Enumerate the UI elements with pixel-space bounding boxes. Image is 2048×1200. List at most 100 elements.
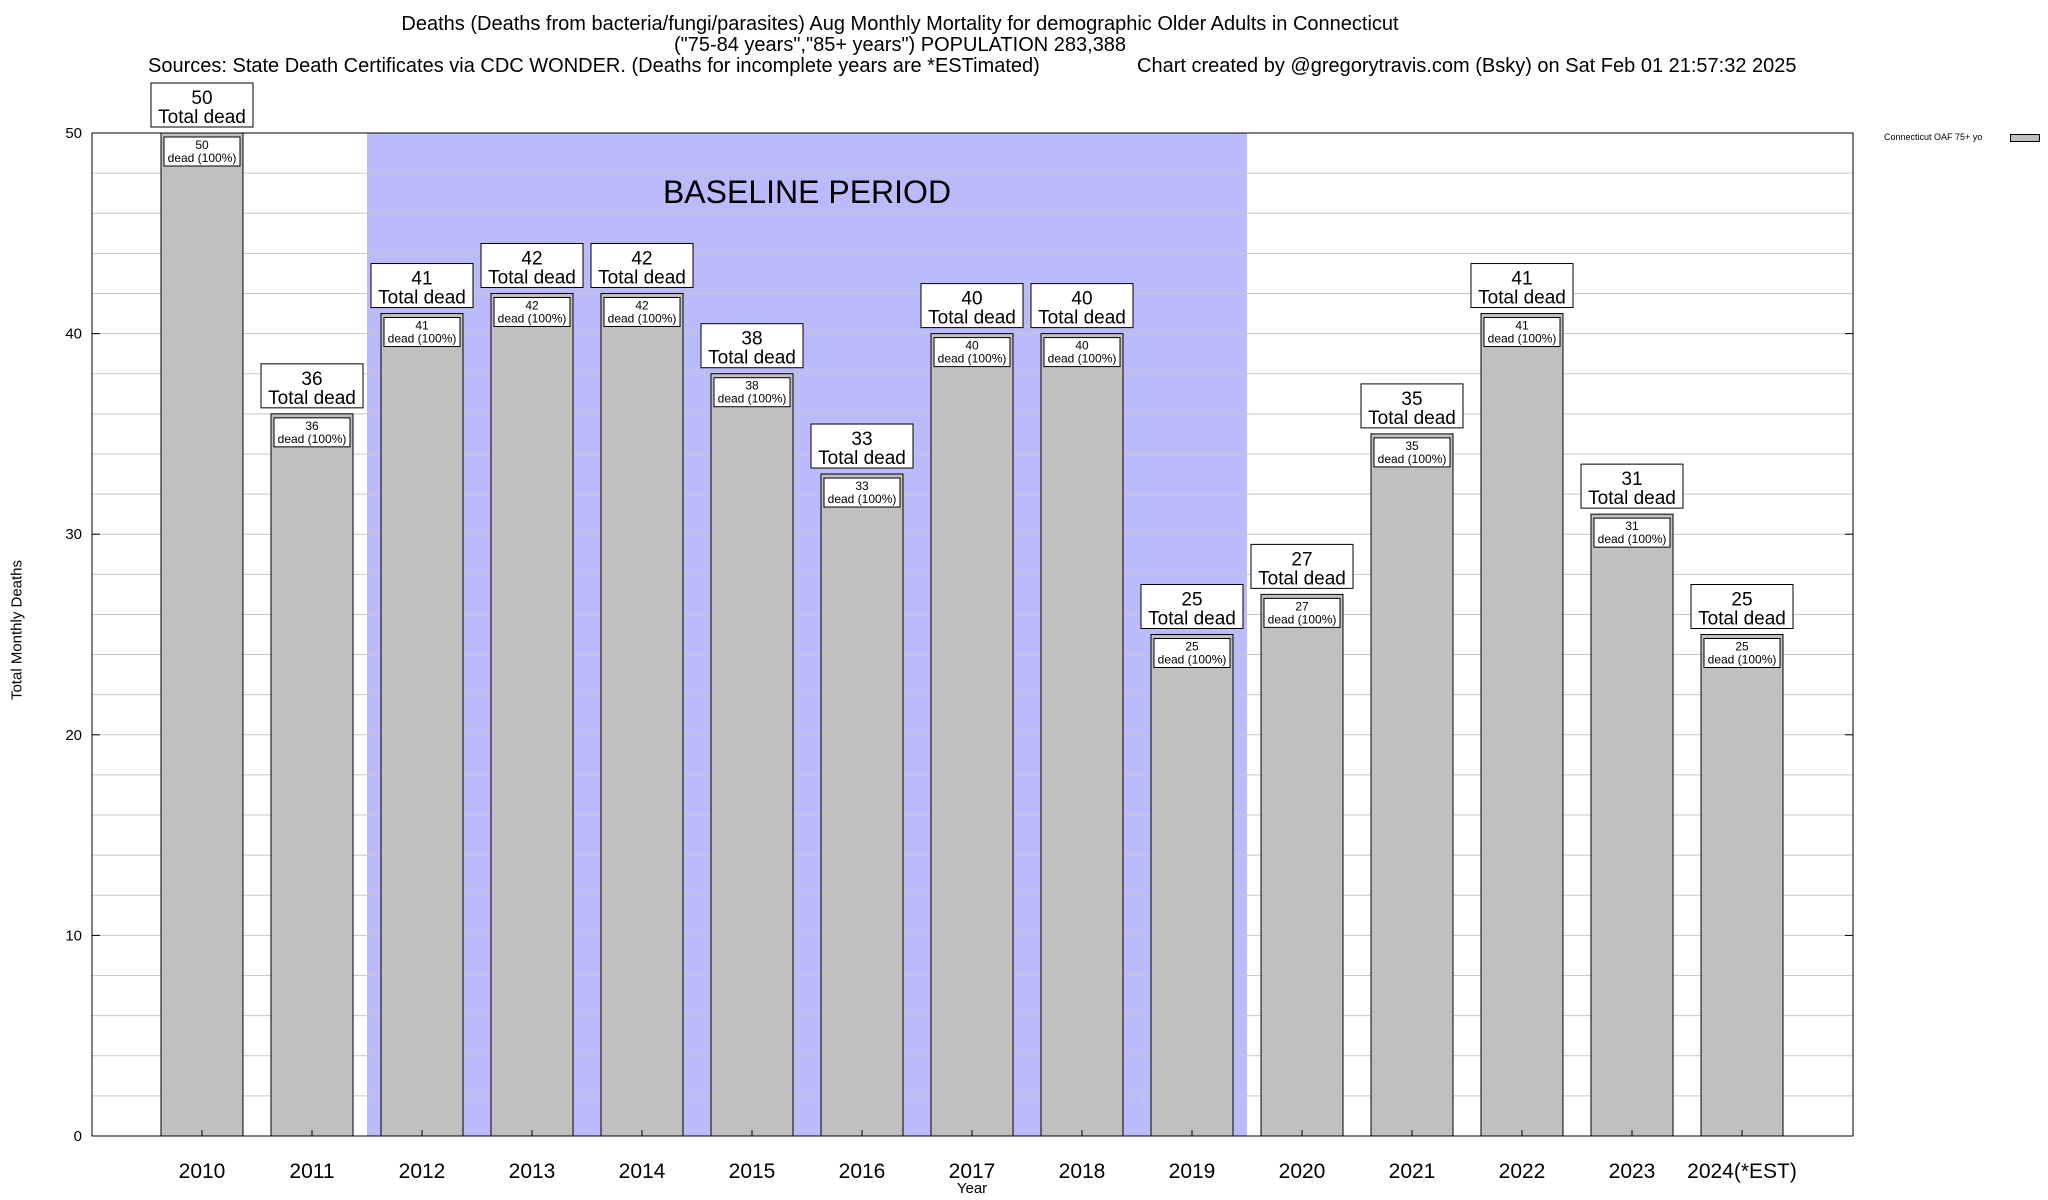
inner-label-value: 42 xyxy=(525,298,539,312)
inner-label-box xyxy=(1153,638,1231,668)
x-tick-label: 2011 xyxy=(289,1160,334,1183)
total-label-box xyxy=(1030,283,1134,329)
bar xyxy=(1480,313,1564,1137)
total-label-text: Total dead xyxy=(378,288,466,309)
y-tick-label: 10 xyxy=(65,927,82,944)
total-label-text: Total dead xyxy=(1478,288,1566,309)
bar xyxy=(160,132,244,1137)
chart-subtitle: ("75-84 years","85+ years") POPULATION 2… xyxy=(673,34,1127,56)
inner-label-text: dead (100%) xyxy=(828,492,897,506)
inner-label-text: dead (100%) xyxy=(1378,452,1447,466)
inner-label-box xyxy=(1483,317,1561,348)
baseline-label: BASELINE PERIOD xyxy=(663,174,951,210)
total-label-value: 42 xyxy=(521,248,542,269)
total-label-value: 50 xyxy=(191,88,212,109)
x-tick-label: 2018 xyxy=(1059,1160,1106,1183)
inner-label-value: 38 xyxy=(745,379,759,393)
total-label-value: 25 xyxy=(1181,590,1202,611)
y-tick-label: 30 xyxy=(65,526,82,543)
inner-label-value: 41 xyxy=(415,319,429,333)
inner-label-text: dead (100%) xyxy=(1708,653,1777,667)
inner-label-value: 42 xyxy=(635,298,649,312)
x-tick-label: 2012 xyxy=(399,1160,446,1183)
inner-label-box xyxy=(1263,597,1341,628)
total-label-value: 25 xyxy=(1731,590,1752,611)
inner-label-box xyxy=(823,477,901,508)
bar xyxy=(490,292,574,1137)
x-tick-label: 2021 xyxy=(1389,1160,1436,1183)
total-label-text: Total dead xyxy=(1038,308,1126,329)
y-tick-label: 40 xyxy=(65,326,82,343)
x-tick-label: 2013 xyxy=(509,1160,556,1183)
x-tick-label: 2015 xyxy=(729,1160,776,1183)
total-label-box xyxy=(1360,383,1464,429)
bar xyxy=(380,313,464,1137)
total-label-text: Total dead xyxy=(268,388,356,409)
chart-sources: Sources: State Death Certificates via CD… xyxy=(148,55,1040,77)
total-label-box xyxy=(1250,543,1354,589)
inner-label-text: dead (100%) xyxy=(1048,352,1117,366)
inner-label-box xyxy=(1043,337,1121,368)
total-label-text: Total dead xyxy=(818,448,906,469)
total-label-value: 36 xyxy=(301,369,322,390)
inner-label-box xyxy=(1703,638,1781,668)
inner-label-value: 25 xyxy=(1185,640,1199,654)
total-label-text: Total dead xyxy=(928,308,1016,329)
inner-label-text: dead (100%) xyxy=(1268,612,1337,626)
total-label-value: 40 xyxy=(961,289,982,310)
total-label-text: Total dead xyxy=(1258,568,1346,589)
plot-frame xyxy=(91,132,1854,1137)
inner-label-value: 40 xyxy=(1075,339,1089,353)
bar xyxy=(270,413,354,1137)
inner-label-value: 27 xyxy=(1295,599,1309,613)
inner-label-box xyxy=(163,136,241,167)
inner-label-text: dead (100%) xyxy=(278,432,347,446)
inner-label-text: dead (100%) xyxy=(718,392,787,406)
x-tick-label: 2020 xyxy=(1279,1160,1326,1183)
total-label-value: 41 xyxy=(1511,269,1532,290)
total-label-box xyxy=(700,323,804,369)
y-axis-label: Total Monthly Deaths xyxy=(8,559,26,701)
inner-label-value: 31 xyxy=(1625,519,1639,533)
total-label-text: Total dead xyxy=(488,267,576,288)
inner-label-value: 41 xyxy=(1515,319,1529,333)
bar xyxy=(820,473,904,1137)
inner-label-box xyxy=(713,377,791,408)
x-tick-label: 2024(*EST) xyxy=(1687,1160,1797,1183)
total-label-box xyxy=(1690,584,1794,629)
total-label-box xyxy=(920,283,1024,329)
total-label-box xyxy=(370,263,474,309)
bar xyxy=(600,292,684,1137)
inner-label-text: dead (100%) xyxy=(168,151,237,165)
inner-label-value: 40 xyxy=(965,339,979,353)
total-label-text: Total dead xyxy=(1588,488,1676,509)
x-tick-label: 2019 xyxy=(1169,1160,1216,1183)
total-label-text: Total dead xyxy=(1368,408,1456,429)
inner-label-text: dead (100%) xyxy=(938,352,1007,366)
legend-label: Connecticut OAF 75+ yo xyxy=(1884,132,1983,142)
inner-label-box xyxy=(273,417,351,448)
total-label-value: 42 xyxy=(631,248,652,269)
inner-label-value: 25 xyxy=(1735,640,1749,654)
total-label-text: Total dead xyxy=(158,107,246,128)
bar xyxy=(1260,593,1344,1137)
x-tick-label: 2022 xyxy=(1499,1160,1546,1183)
inner-label-box xyxy=(383,317,461,348)
bar xyxy=(1590,513,1674,1137)
total-label-text: Total dead xyxy=(708,348,796,369)
total-label-value: 40 xyxy=(1071,289,1092,310)
inner-label-text: dead (100%) xyxy=(608,311,677,325)
inner-label-value: 35 xyxy=(1405,439,1419,453)
total-label-text: Total dead xyxy=(598,267,686,288)
inner-label-box xyxy=(493,296,571,327)
inner-label-value: 33 xyxy=(855,479,869,493)
y-tick-label: 0 xyxy=(74,1128,82,1145)
inner-label-box xyxy=(933,337,1011,368)
x-axis-label: Year xyxy=(956,1180,988,1197)
inner-label-box xyxy=(1593,517,1671,548)
total-label-box xyxy=(260,363,364,409)
chart-title: Deaths (Deaths from bacteria/fungi/paras… xyxy=(401,13,1399,35)
bar xyxy=(1040,333,1124,1137)
total-label-value: 41 xyxy=(411,269,432,290)
